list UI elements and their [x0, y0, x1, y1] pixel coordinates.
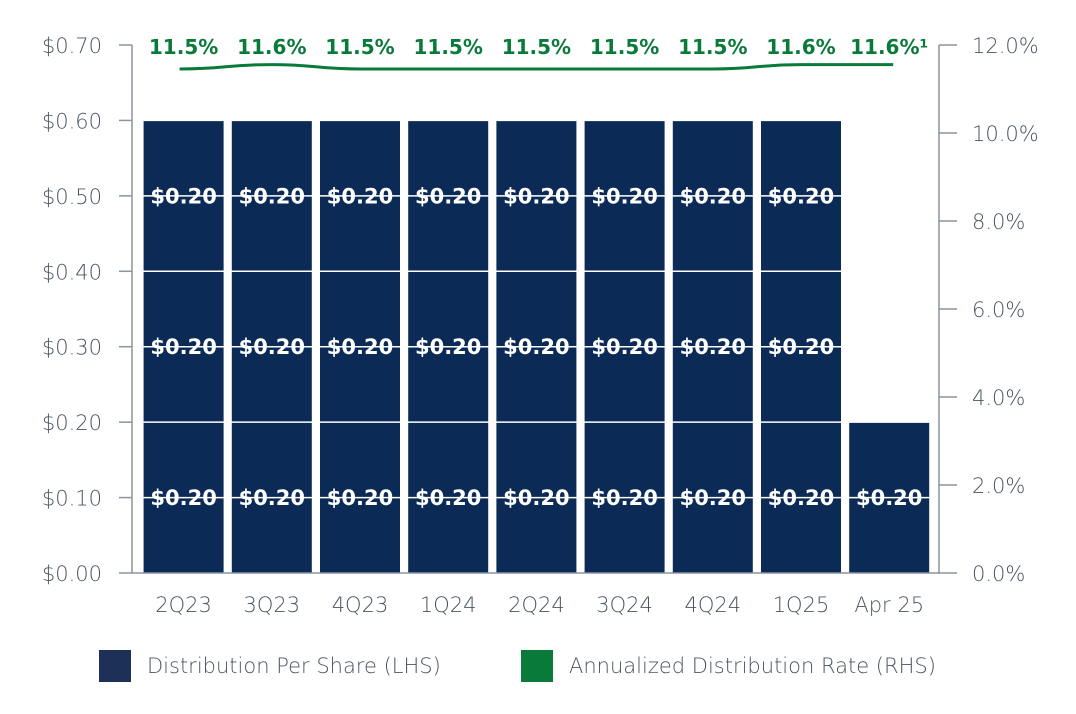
rate-label: 11.6%¹ [850, 35, 928, 59]
rate-label: 11.6% [766, 35, 835, 59]
category-label: 2Q24 [508, 593, 565, 617]
left-axis-tick-label: $0.30 [42, 336, 102, 360]
category-label: 4Q23 [332, 593, 389, 617]
left-axis-tick-label: $0.00 [42, 562, 102, 586]
left-axis-tick-label: $0.50 [42, 185, 102, 209]
axes-layer: $0.00 $0.10 $0.20 $0.30 $0.40 $0.50 $0.60 $0.70… [42, 34, 1039, 617]
category-label: 1Q24 [420, 593, 477, 617]
legend-swatch-distribution [99, 650, 131, 682]
left-axis-tick-label: $0.60 [42, 109, 102, 133]
rate-label: 11.5% [414, 35, 483, 59]
category-label: 3Q24 [596, 593, 653, 617]
rate-label: 11.5% [325, 35, 394, 59]
rate-label: 11.5% [149, 35, 218, 59]
bars-layer: $0.20$0.20$0.20$0.20$0.20$0.20$0.20$0.20… [132, 119, 939, 573]
rate-label: 11.6% [237, 35, 306, 59]
rate-label: 11.5% [678, 35, 747, 59]
rate-line-layer: 11.5% 11.6% 11.5% 11.5% 11.5% 11.5% 11.5% 11.6%… [149, 35, 928, 71]
rate-label: 11.5% [590, 35, 659, 59]
category-label: 3Q23 [243, 593, 300, 617]
legend-label-rate: Annualized Distribution Rate (RHS) [569, 654, 936, 678]
right-axis-tick-label: 12.0% [972, 34, 1039, 58]
right-axis-tick-label: 0.0% [972, 562, 1025, 586]
left-axis-tick-label: $0.20 [42, 411, 102, 435]
legend-swatch-rate [521, 650, 553, 682]
left-axis-tick-label: $0.40 [42, 260, 102, 284]
left-axis-tick-label: $0.10 [42, 487, 102, 511]
category-label: 4Q24 [684, 593, 741, 617]
rate-label: 11.5% [502, 35, 571, 59]
category-label: Apr 25 [854, 593, 924, 617]
left-axis-tick-label: $0.70 [42, 34, 102, 58]
legend-label-distribution: Distribution Per Share (LHS) [147, 654, 441, 678]
right-axis-tick-label: 4.0% [972, 386, 1025, 410]
right-axis-tick-label: 8.0% [972, 210, 1025, 234]
category-label: 2Q23 [155, 593, 212, 617]
right-axis-tick-label: 10.0% [972, 122, 1039, 146]
legend: Distribution Per Share (LHS) Annualized … [99, 650, 936, 682]
category-label: 1Q25 [773, 593, 830, 617]
rate-line [179, 63, 894, 71]
right-axis-tick-label: 6.0% [972, 298, 1025, 322]
right-axis-tick-label: 2.0% [972, 474, 1025, 498]
